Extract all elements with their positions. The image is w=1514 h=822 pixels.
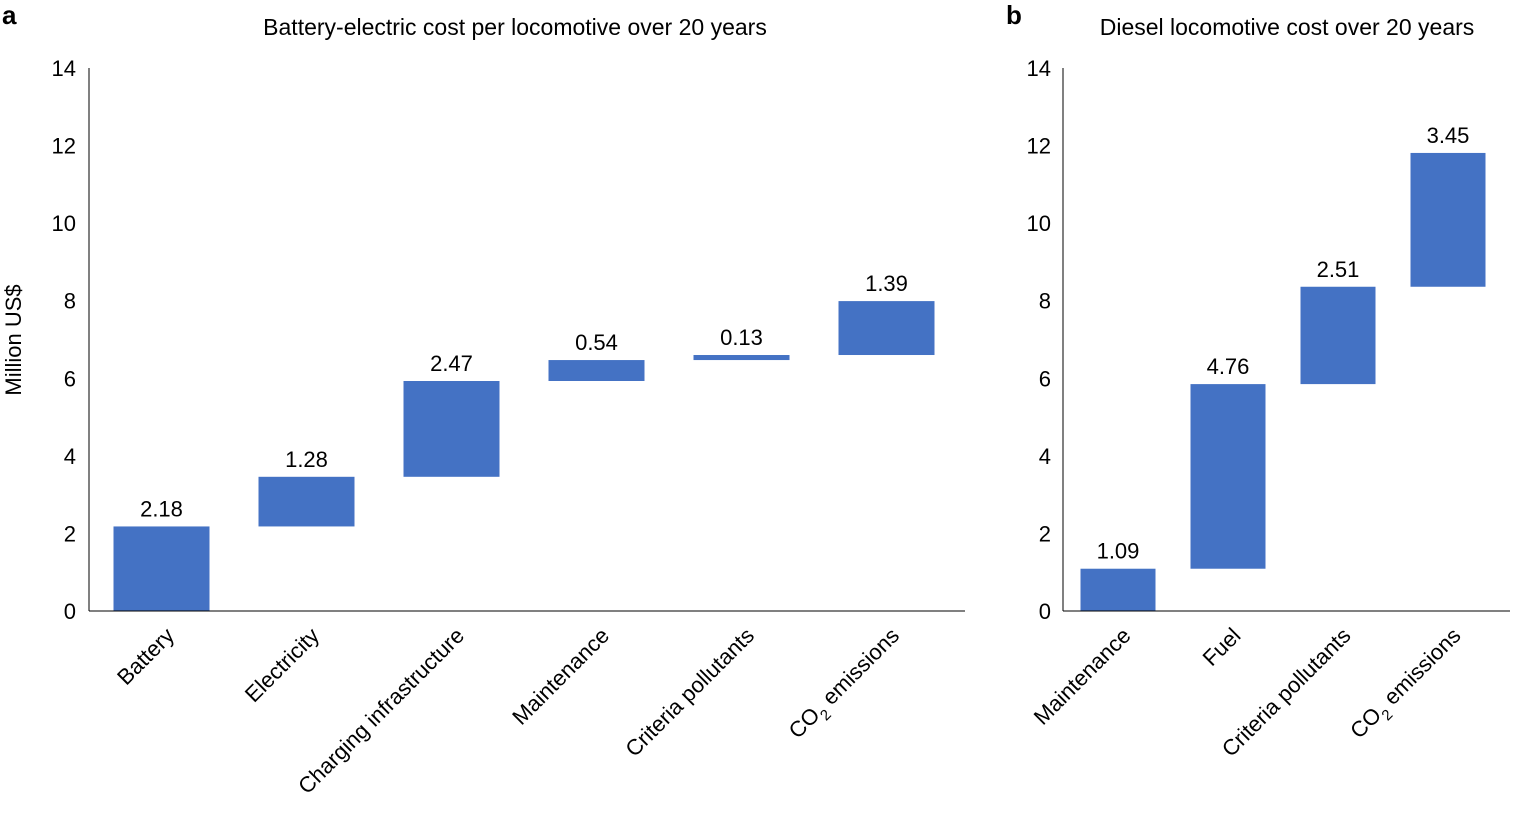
category-label: Fuel bbox=[1198, 623, 1246, 671]
y-tick-label: 14 bbox=[52, 56, 76, 81]
panel-b-data-labels: 1.09 4.76 2.51 3.45 bbox=[1097, 123, 1470, 564]
category-label: CO2 emissions bbox=[784, 623, 909, 748]
category-label: Battery bbox=[112, 623, 179, 690]
bar bbox=[258, 476, 355, 527]
data-label: 2.18 bbox=[140, 496, 183, 521]
bar bbox=[693, 355, 790, 361]
category-label: Maintenance bbox=[507, 623, 614, 730]
data-label: 1.39 bbox=[865, 271, 908, 296]
data-label: 4.76 bbox=[1207, 354, 1250, 379]
category-label: Criteria pollutants bbox=[620, 623, 759, 762]
panel-a-title: Battery-electric cost per locomotive ove… bbox=[263, 14, 767, 40]
y-tick-label: 4 bbox=[64, 444, 76, 469]
y-tick-label: 10 bbox=[1027, 211, 1051, 236]
bar bbox=[838, 301, 935, 356]
bar bbox=[548, 360, 645, 382]
bar bbox=[1080, 568, 1156, 611]
y-tick-label: 2 bbox=[64, 521, 76, 546]
y-tick-label: 0 bbox=[64, 599, 76, 624]
bar bbox=[1300, 286, 1376, 385]
bar bbox=[113, 526, 210, 611]
category-label: Electricity bbox=[240, 623, 324, 707]
category-label: Maintenance bbox=[1029, 623, 1136, 730]
y-tick-label: 8 bbox=[64, 289, 76, 314]
bar bbox=[1410, 152, 1486, 287]
panel-a-letter: a bbox=[2, 0, 17, 30]
data-label: 1.28 bbox=[285, 447, 328, 472]
y-tick-label: 14 bbox=[1027, 56, 1051, 81]
y-tick-label: 6 bbox=[64, 366, 76, 391]
y-tick-label: 2 bbox=[1039, 521, 1051, 546]
panel-a-y-axis-title: Million US$ bbox=[1, 284, 26, 395]
y-tick-label: 10 bbox=[52, 211, 76, 236]
panel-b-title: Diesel locomotive cost over 20 years bbox=[1100, 14, 1475, 40]
panel-a-data-labels: 2.18 1.28 2.47 0.54 0.13 1.39 bbox=[140, 271, 908, 521]
panel-a-chart: a Battery-electric cost per locomotive o… bbox=[1, 0, 965, 799]
panel-a-bars bbox=[113, 301, 935, 611]
panel-a-y-ticks: 0 2 4 6 8 10 12 14 bbox=[52, 56, 76, 624]
y-tick-label: 0 bbox=[1039, 599, 1051, 624]
data-label: 0.54 bbox=[575, 330, 618, 355]
data-label: 2.51 bbox=[1317, 257, 1360, 282]
category-label: Charging infrastructure bbox=[293, 623, 469, 799]
bar bbox=[1190, 384, 1266, 569]
panel-b-y-ticks: 0 2 4 6 8 10 12 14 bbox=[1027, 56, 1051, 624]
data-label: 3.45 bbox=[1427, 123, 1470, 148]
y-tick-label: 6 bbox=[1039, 366, 1051, 391]
y-tick-label: 12 bbox=[52, 134, 76, 159]
y-tick-label: 8 bbox=[1039, 289, 1051, 314]
panel-b-bars bbox=[1080, 152, 1486, 611]
category-label: CO2 emissions bbox=[1345, 623, 1470, 748]
data-label: 2.47 bbox=[430, 351, 473, 376]
panel-b-chart: b Diesel locomotive cost over 20 years 0… bbox=[1006, 0, 1510, 762]
bar bbox=[403, 381, 500, 477]
data-label: 1.09 bbox=[1097, 539, 1140, 564]
y-tick-label: 12 bbox=[1027, 134, 1051, 159]
panel-b-letter: b bbox=[1006, 0, 1022, 30]
y-tick-label: 4 bbox=[1039, 444, 1051, 469]
data-label: 0.13 bbox=[720, 325, 763, 350]
